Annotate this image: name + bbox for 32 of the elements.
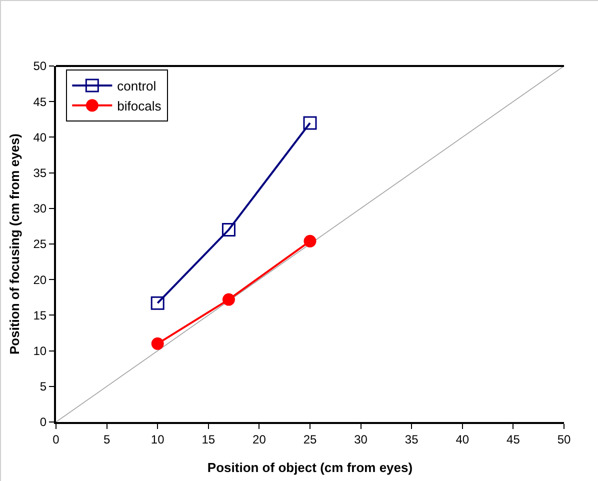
x-tick-label: 5 xyxy=(103,432,110,446)
x-tick-label: 30 xyxy=(354,432,368,446)
x-tick-label: 25 xyxy=(303,432,317,446)
point xyxy=(304,234,316,248)
legend-label: bifocals xyxy=(117,98,162,114)
y-axis-title: Position of focusing (cm from eyes) xyxy=(7,133,22,355)
y-tick-label: 40 xyxy=(33,130,47,144)
x-axis-title: Position of object (cm from eyes) xyxy=(207,460,413,475)
y-tick-label: 25 xyxy=(33,237,47,252)
y-tick-label: 30 xyxy=(33,202,47,216)
y-tick-label: 10 xyxy=(33,344,47,358)
x-tick-label: 15 xyxy=(202,432,216,446)
x-tick-label: 35 xyxy=(404,432,419,446)
y-tick-label: 5 xyxy=(40,380,47,394)
point xyxy=(222,293,235,306)
y-tick-label: 0 xyxy=(40,415,47,430)
point xyxy=(303,116,317,130)
x-tick-label: 50 xyxy=(557,432,571,446)
y-tick-label: 15 xyxy=(33,308,47,322)
point xyxy=(150,296,164,310)
x-tick-label: 10 xyxy=(150,432,165,446)
y-tick-label: 50 xyxy=(33,59,47,74)
x-tick-label: 20 xyxy=(252,432,266,446)
point xyxy=(222,223,236,237)
x-tick-label: 40 xyxy=(456,432,470,446)
y-tick-label: 20 xyxy=(33,272,47,287)
y-tick-label: 45 xyxy=(33,94,47,109)
y-tick-label: 35 xyxy=(33,166,47,180)
x-tick-label: 45 xyxy=(506,432,520,446)
point xyxy=(151,337,164,350)
x-tick-label: 0 xyxy=(52,432,60,446)
legend-label: control xyxy=(117,78,156,94)
